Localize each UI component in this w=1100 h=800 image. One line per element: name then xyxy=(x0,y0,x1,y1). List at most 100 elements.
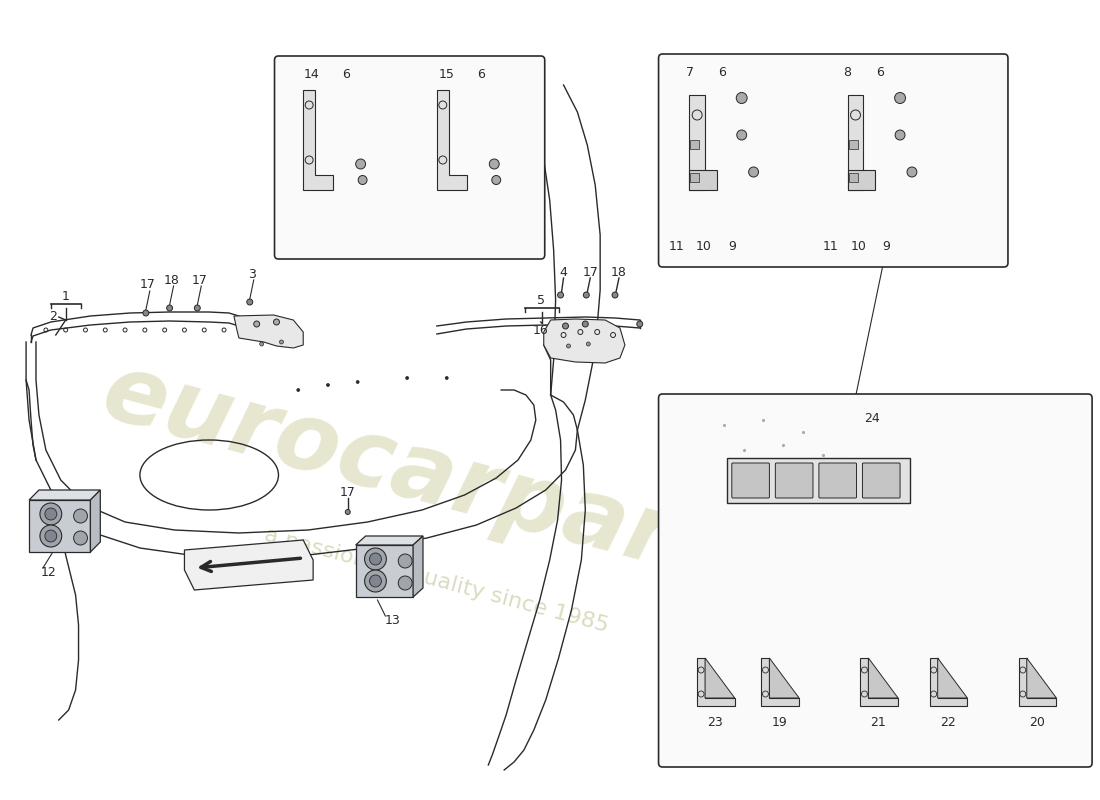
Text: 10: 10 xyxy=(696,241,712,254)
Circle shape xyxy=(582,321,588,327)
Text: 2: 2 xyxy=(48,310,57,323)
Circle shape xyxy=(736,93,747,103)
Circle shape xyxy=(327,383,330,386)
Text: 20: 20 xyxy=(1028,717,1045,730)
Polygon shape xyxy=(848,95,864,190)
Circle shape xyxy=(490,159,499,169)
Circle shape xyxy=(143,310,148,316)
Circle shape xyxy=(40,525,62,547)
Circle shape xyxy=(908,167,917,177)
Circle shape xyxy=(558,292,563,298)
Polygon shape xyxy=(848,173,858,182)
Circle shape xyxy=(562,323,569,329)
Polygon shape xyxy=(930,658,967,706)
Text: 16: 16 xyxy=(532,323,549,337)
Circle shape xyxy=(40,503,62,525)
Circle shape xyxy=(398,576,412,590)
Circle shape xyxy=(45,508,57,520)
Text: 11: 11 xyxy=(669,241,684,254)
Circle shape xyxy=(398,554,412,568)
Text: 18: 18 xyxy=(164,274,179,286)
Polygon shape xyxy=(690,170,717,190)
Polygon shape xyxy=(29,500,90,552)
Text: a passion for quality since 1985: a passion for quality since 1985 xyxy=(263,524,612,636)
Polygon shape xyxy=(304,90,333,190)
Circle shape xyxy=(274,319,279,325)
Polygon shape xyxy=(697,658,735,706)
Circle shape xyxy=(297,389,300,391)
Text: 11: 11 xyxy=(823,241,838,254)
Circle shape xyxy=(74,509,87,523)
Polygon shape xyxy=(937,658,967,698)
Circle shape xyxy=(364,548,386,570)
FancyBboxPatch shape xyxy=(659,54,1008,267)
Circle shape xyxy=(74,531,87,545)
Circle shape xyxy=(446,377,448,379)
FancyBboxPatch shape xyxy=(275,56,544,259)
Text: 3: 3 xyxy=(248,267,255,281)
Circle shape xyxy=(749,167,759,177)
Text: 21: 21 xyxy=(870,717,887,730)
Text: 17: 17 xyxy=(140,278,156,291)
Text: eurocarparts: eurocarparts xyxy=(92,346,781,614)
Circle shape xyxy=(355,159,365,169)
Text: 7: 7 xyxy=(686,66,694,78)
Circle shape xyxy=(254,321,260,327)
Polygon shape xyxy=(761,658,799,706)
Polygon shape xyxy=(29,490,100,500)
Circle shape xyxy=(586,342,591,346)
Polygon shape xyxy=(1019,658,1056,706)
Text: 17: 17 xyxy=(582,266,598,278)
Circle shape xyxy=(166,305,173,311)
Polygon shape xyxy=(868,658,898,698)
Circle shape xyxy=(370,575,382,587)
Text: 6: 6 xyxy=(718,66,726,78)
Polygon shape xyxy=(90,490,100,552)
Circle shape xyxy=(359,175,367,185)
Circle shape xyxy=(583,292,590,298)
Polygon shape xyxy=(355,545,414,597)
FancyBboxPatch shape xyxy=(818,463,857,498)
Circle shape xyxy=(195,305,200,311)
Text: 6: 6 xyxy=(877,66,884,78)
Text: 15: 15 xyxy=(439,69,454,82)
Circle shape xyxy=(45,530,57,542)
Circle shape xyxy=(637,321,642,327)
Polygon shape xyxy=(848,170,876,190)
Circle shape xyxy=(279,340,284,344)
Text: 9: 9 xyxy=(882,241,890,254)
Text: 9: 9 xyxy=(728,241,736,254)
Text: 4: 4 xyxy=(560,266,568,278)
Circle shape xyxy=(492,175,500,185)
Polygon shape xyxy=(234,315,304,348)
FancyBboxPatch shape xyxy=(659,394,1092,767)
Text: 24: 24 xyxy=(865,411,880,425)
Text: 23: 23 xyxy=(707,717,723,730)
Text: 19: 19 xyxy=(771,717,788,730)
Circle shape xyxy=(566,344,571,348)
Text: 8: 8 xyxy=(844,66,851,78)
Polygon shape xyxy=(437,90,466,190)
Circle shape xyxy=(737,130,747,140)
Circle shape xyxy=(260,342,264,346)
Polygon shape xyxy=(769,658,799,698)
Polygon shape xyxy=(690,140,700,149)
FancyBboxPatch shape xyxy=(727,458,910,503)
Polygon shape xyxy=(543,319,625,363)
Text: 17: 17 xyxy=(340,486,355,498)
Polygon shape xyxy=(690,173,700,182)
Polygon shape xyxy=(705,658,735,698)
Polygon shape xyxy=(185,540,314,590)
FancyBboxPatch shape xyxy=(862,463,900,498)
Text: 5: 5 xyxy=(537,294,544,306)
Circle shape xyxy=(370,553,382,565)
Circle shape xyxy=(406,377,408,379)
Text: 1: 1 xyxy=(62,290,69,303)
Polygon shape xyxy=(1026,658,1056,698)
Circle shape xyxy=(246,299,253,305)
Text: 10: 10 xyxy=(850,241,867,254)
Circle shape xyxy=(356,381,359,383)
Polygon shape xyxy=(848,140,858,149)
Polygon shape xyxy=(690,95,705,190)
Circle shape xyxy=(364,570,386,592)
